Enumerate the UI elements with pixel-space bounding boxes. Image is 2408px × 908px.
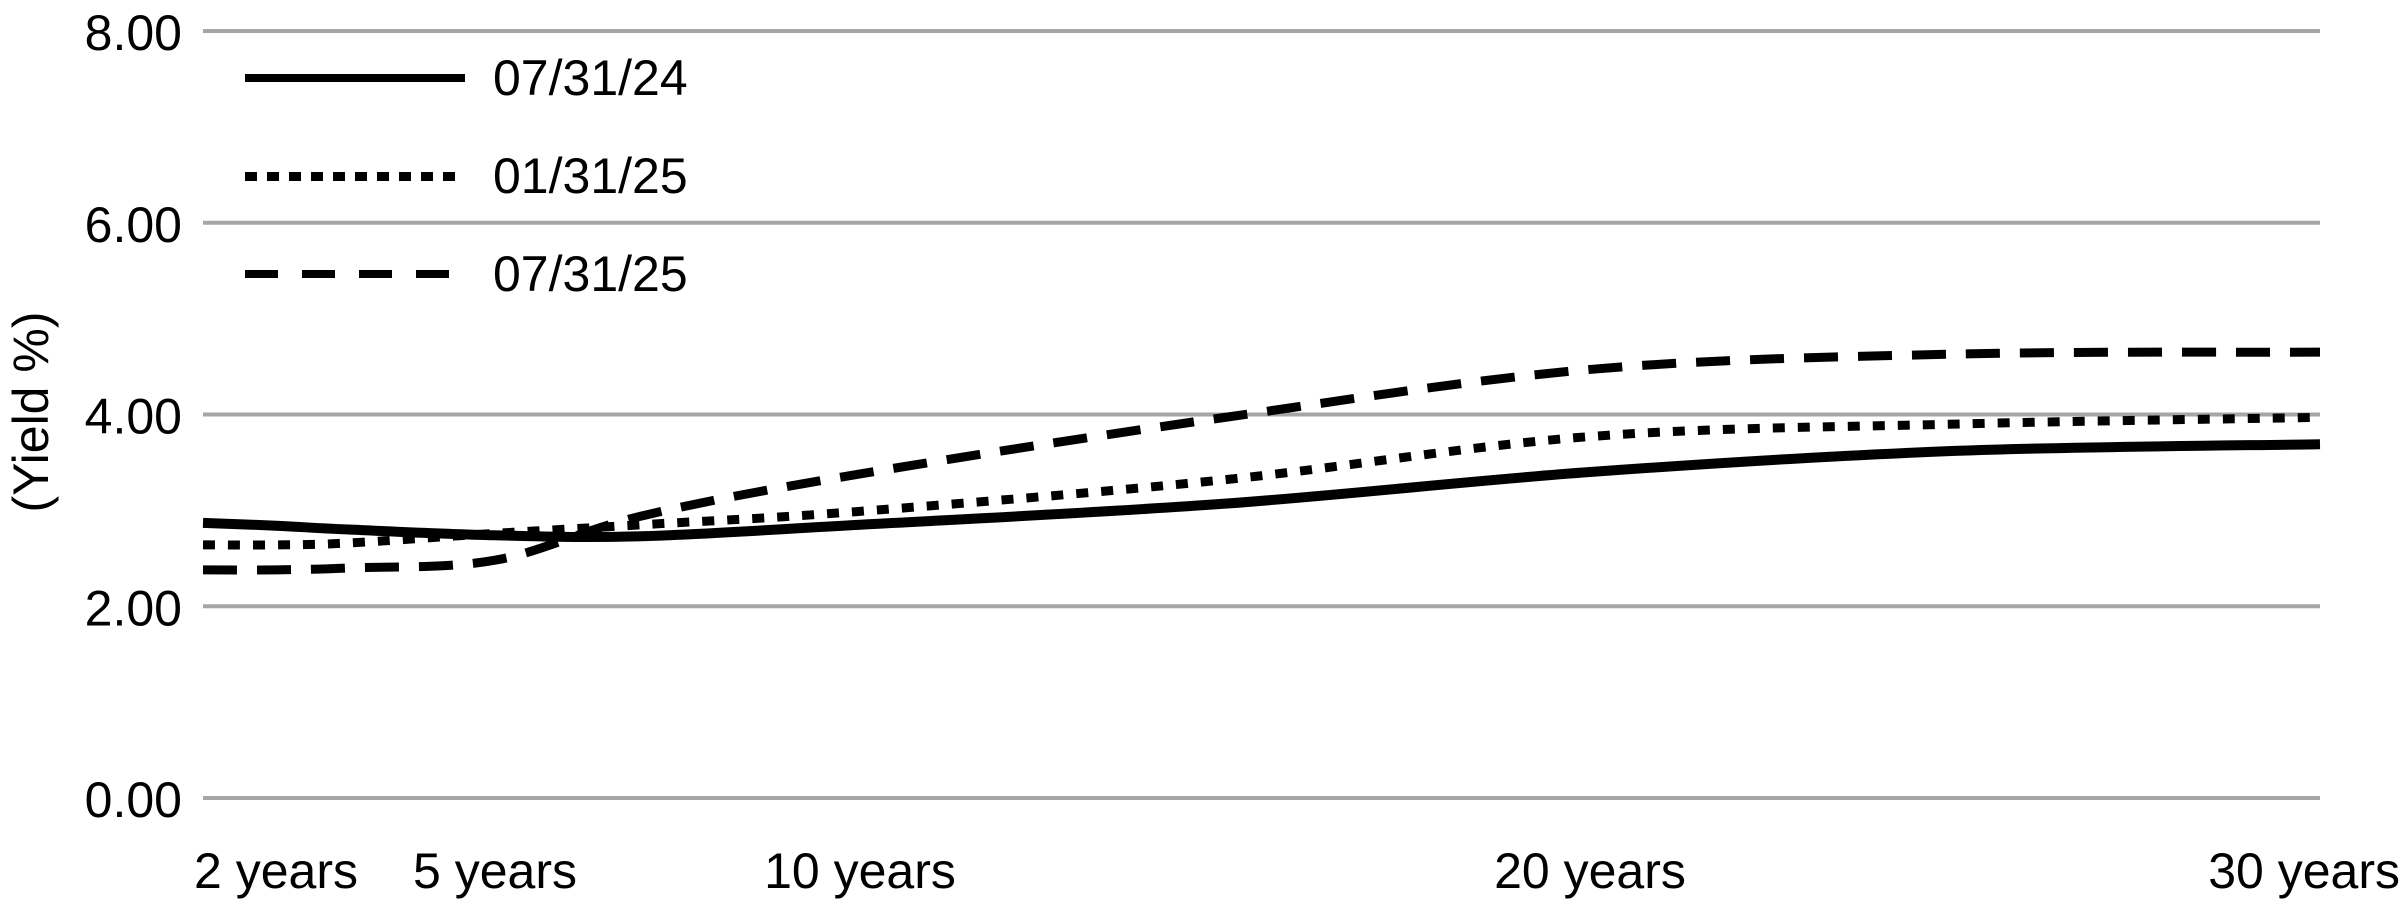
y-tick-label: 0.00	[85, 772, 182, 828]
series-line-dotted	[202, 412, 2321, 550]
y-tick-label: 6.00	[85, 197, 182, 253]
y-tick-label: 4.00	[85, 389, 182, 445]
x-tick-label: 5 years	[413, 843, 577, 899]
legend-dashed-line-swatch	[245, 270, 465, 278]
x-tick-label: 30 years	[2208, 843, 2400, 899]
y-tick-label: 8.00	[85, 5, 182, 61]
series-line-solid	[202, 439, 2321, 543]
x-axis-tick-labels: 2 years 5 years 10 years 20 years 30 years	[194, 843, 2400, 899]
legend-solid-line-swatch	[245, 74, 465, 82]
gridlines	[203, 29, 2320, 800]
legend-item-0131-25: 01/31/25	[245, 148, 688, 204]
legend-item-0731-25: 07/31/25	[245, 246, 688, 302]
series-lines	[202, 347, 2321, 575]
legend-label: 01/31/25	[493, 148, 688, 204]
x-tick-label: 10 years	[764, 843, 956, 899]
y-axis-tick-labels: 0.00 2.00 4.00 6.00 8.00	[85, 5, 182, 828]
y-axis-title: (Yield %)	[3, 312, 59, 513]
y-tick-label: 2.00	[85, 580, 182, 636]
x-tick-label: 20 years	[1494, 843, 1686, 899]
legend-label: 07/31/24	[493, 50, 688, 106]
legend-label: 07/31/25	[493, 246, 688, 302]
series-line-dashed	[202, 347, 2321, 575]
x-tick-label: 2 years	[194, 843, 358, 899]
legend-dotted-line-swatch	[245, 171, 465, 181]
legend-item-0731-24: 07/31/24	[245, 50, 688, 106]
chart-legend: 07/31/24 01/31/25 07/31/25	[245, 50, 688, 348]
